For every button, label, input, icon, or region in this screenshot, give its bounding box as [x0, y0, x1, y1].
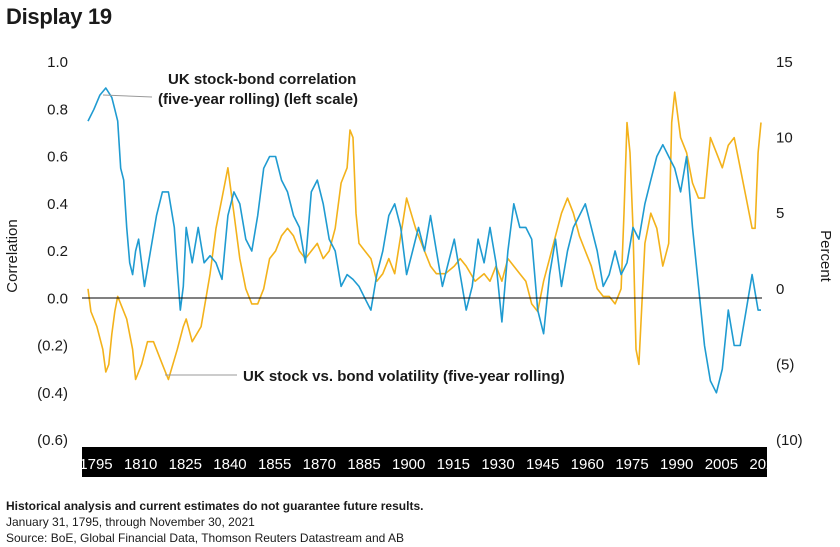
disclaimer-text: Historical analysis and current estimate…	[6, 499, 424, 513]
plot-area	[87, 87, 762, 394]
x-tick-label: 2020	[749, 456, 782, 473]
x-tick-label: 1930	[481, 456, 514, 473]
x-tick-label: 1855	[258, 456, 291, 473]
correlation-annotation-leader	[102, 94, 153, 98]
x-tick-label: 1990	[660, 456, 693, 473]
x-tick-label: 1825	[169, 456, 202, 473]
x-tick-label: 1945	[526, 456, 559, 473]
x-tick-label: 1915	[437, 456, 470, 473]
right-tick-label: 0	[776, 281, 784, 298]
y2-axis-label: Percent	[817, 230, 834, 283]
correlation-annotation-line1: UK stock-bond correlation	[168, 71, 356, 88]
volatility-series-line	[87, 91, 762, 381]
left-tick-label: 0.8	[47, 101, 68, 118]
right-axis-tick-labels: 15 10 5 0 (5) (10)	[776, 54, 803, 449]
x-tick-label: 1870	[303, 456, 336, 473]
source-text: Source: BoE, Global Financial Data, Thom…	[6, 531, 404, 545]
right-tick-label: (10)	[776, 432, 803, 449]
left-tick-label: 0.6	[47, 149, 68, 166]
date-range-text: January 31, 1795, through November 30, 2…	[6, 515, 255, 529]
x-tick-label: 1810	[124, 456, 157, 473]
x-tick-label: 1900	[392, 456, 425, 473]
right-tick-label: 10	[776, 130, 793, 147]
x-tick-label: 1840	[213, 456, 246, 473]
display-title: Display 19	[6, 4, 112, 29]
x-axis-tick-labels: 1795 1810 1825 1840 1855 1870 1885 1900 1915 1930…	[79, 456, 782, 473]
x-tick-label: 2005	[705, 456, 738, 473]
left-tick-label: 0.2	[47, 243, 68, 260]
x-axis-band	[82, 447, 767, 477]
left-tick-label: 0.4	[47, 196, 68, 213]
left-tick-label: 0.0	[47, 290, 68, 307]
left-tick-label: 1.0	[47, 54, 68, 71]
left-tick-label: (0.6)	[37, 432, 68, 449]
correlation-series-line	[87, 87, 761, 394]
x-tick-label: 1960	[571, 456, 604, 473]
x-tick-label: 1975	[615, 456, 648, 473]
right-tick-label: 15	[776, 54, 793, 71]
right-tick-label: 5	[776, 205, 784, 222]
left-tick-label: (0.4)	[37, 385, 68, 402]
correlation-annotation-line2: (five-year rolling) (left scale)	[158, 91, 358, 108]
right-tick-label: (5)	[776, 356, 794, 373]
x-tick-label: 1885	[347, 456, 380, 473]
left-tick-label: (0.2)	[37, 338, 68, 355]
y-axis-label: Correlation	[4, 219, 21, 292]
left-axis-tick-labels: 1.0 0.8 0.6 0.4 0.2 0.0 (0.2) (0.4) (0.6)	[37, 54, 68, 449]
x-tick-label: 1795	[79, 456, 112, 473]
volatility-annotation: UK stock vs. bond volatility (five-year …	[243, 368, 565, 385]
